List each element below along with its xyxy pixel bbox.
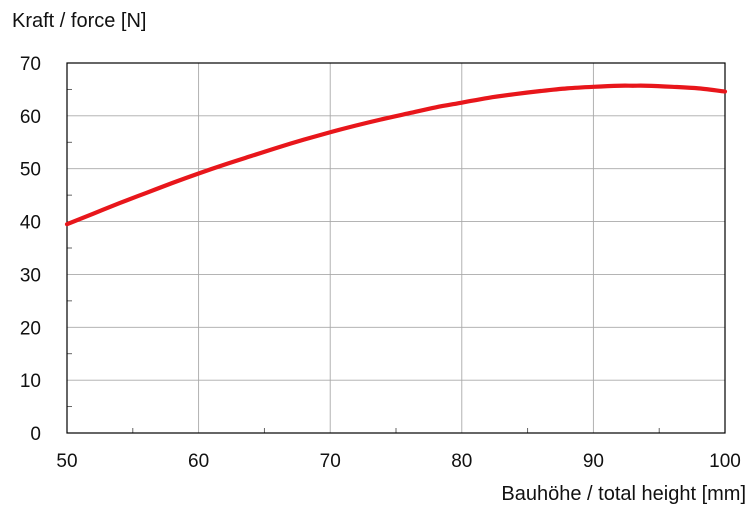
y-tick-label-50: 50	[20, 160, 41, 181]
series-line-0	[67, 86, 725, 225]
y-tick-label-0: 0	[30, 424, 41, 445]
y-tick-label-30: 30	[20, 265, 41, 286]
grid	[67, 63, 725, 433]
x-tick-label-50: 50	[56, 451, 77, 472]
minor-ticks	[67, 89, 659, 433]
y-tick-label-70: 70	[20, 54, 41, 75]
y-tick-label-40: 40	[20, 213, 41, 234]
plot-frame	[67, 63, 725, 433]
x-tick-label-80: 80	[451, 451, 472, 472]
y-tick-label-60: 60	[20, 107, 41, 128]
x-tick-labels: 50 60 70 80 90 100	[56, 451, 740, 472]
series-layer	[67, 86, 725, 225]
x-axis-label: Bauhöhe / total height [mm]	[501, 483, 746, 505]
x-tick-label-90: 90	[583, 451, 604, 472]
x-tick-label-100: 100	[709, 451, 741, 472]
y-axis-label: Kraft / force [N]	[12, 10, 146, 32]
y-tick-labels: 0 10 20 30 40 50 60 70	[20, 54, 41, 445]
y-tick-label-10: 10	[20, 371, 41, 392]
x-tick-label-70: 70	[320, 451, 341, 472]
y-tick-label-20: 20	[20, 318, 41, 339]
x-tick-label-60: 60	[188, 451, 209, 472]
